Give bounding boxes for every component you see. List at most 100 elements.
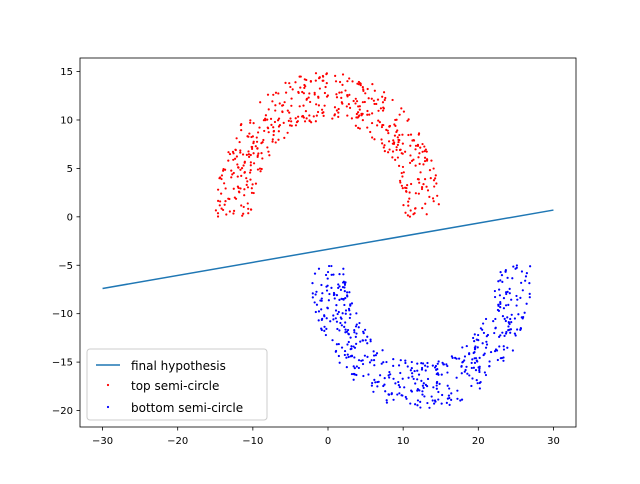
top-semi-circle-point bbox=[234, 148, 237, 152]
top-semi-circle-point bbox=[398, 179, 402, 182]
top-semi-circle-point bbox=[252, 122, 255, 125]
top-semi-circle-point bbox=[247, 207, 250, 210]
top-semi-circle-point bbox=[305, 98, 308, 101]
bottom-semi-circle-point bbox=[354, 325, 358, 328]
top-semi-circle-point bbox=[363, 100, 366, 104]
bottom-semi-circle-point bbox=[348, 316, 351, 320]
bottom-semi-circle-point bbox=[328, 292, 331, 296]
bottom-semi-circle-point bbox=[450, 392, 453, 395]
top-semi-circle-point bbox=[235, 155, 238, 158]
bottom-semi-circle-point bbox=[502, 297, 506, 300]
top-semi-circle-point bbox=[406, 184, 409, 187]
bottom-semi-circle-point bbox=[343, 282, 347, 285]
bottom-semi-circle-point bbox=[424, 369, 427, 372]
top-semi-circle-point bbox=[236, 175, 239, 178]
bottom-semi-circle-point bbox=[409, 369, 412, 372]
bottom-semi-circle-point bbox=[350, 302, 354, 305]
top-semi-circle-point bbox=[419, 171, 422, 174]
top-semi-circle-point bbox=[406, 214, 410, 217]
top-semi-circle-point bbox=[368, 113, 371, 116]
top-semi-circle-point bbox=[430, 159, 433, 162]
top-semi-circle-point bbox=[381, 109, 385, 112]
bottom-semi-circle-point bbox=[493, 350, 497, 353]
bottom-semi-circle-point bbox=[338, 285, 341, 288]
top-semi-circle-point bbox=[235, 137, 238, 140]
top-semi-circle-point bbox=[222, 208, 225, 212]
bottom-semi-circle-point bbox=[482, 331, 486, 335]
bottom-semi-circle-point bbox=[438, 382, 441, 385]
bottom-semi-circle-point bbox=[506, 316, 509, 319]
top-semi-circle-point bbox=[214, 209, 218, 212]
top-semi-circle-point bbox=[354, 124, 357, 127]
top-semi-circle-point bbox=[395, 146, 398, 149]
bottom-semi-circle-point bbox=[524, 279, 527, 282]
bottom-semi-circle-point bbox=[331, 339, 334, 342]
bottom-semi-circle-point bbox=[405, 397, 408, 400]
top-semi-circle-point bbox=[250, 187, 253, 190]
bottom-semi-circle-point bbox=[474, 357, 478, 360]
top-semi-circle-point bbox=[289, 117, 292, 120]
bottom-semi-circle-point bbox=[335, 320, 339, 323]
top-semi-circle-point bbox=[303, 86, 306, 90]
bottom-semi-circle-point bbox=[433, 399, 437, 402]
bottom-semi-circle-point bbox=[350, 372, 354, 376]
top-semi-circle-point bbox=[242, 164, 245, 167]
bottom-semi-circle-point bbox=[482, 353, 485, 357]
bottom-semi-circle-point bbox=[478, 387, 481, 390]
bottom-semi-circle-point bbox=[342, 273, 345, 276]
top-semi-circle-point bbox=[423, 159, 427, 163]
top-semi-circle-point bbox=[241, 214, 244, 217]
top-semi-circle-point bbox=[356, 111, 360, 114]
bottom-semi-circle-point bbox=[406, 365, 409, 368]
bottom-semi-circle-point bbox=[448, 396, 451, 400]
top-semi-circle-point bbox=[400, 184, 403, 187]
bottom-semi-circle-point bbox=[333, 297, 336, 300]
bottom-semi-circle-point bbox=[410, 367, 413, 370]
top-semi-circle-point bbox=[263, 129, 266, 133]
top-semi-circle-point bbox=[239, 168, 242, 171]
bottom-semi-circle-point bbox=[447, 394, 451, 397]
bottom-semi-circle-point bbox=[373, 378, 376, 381]
bottom-semi-circle-point bbox=[524, 275, 528, 278]
top-semi-circle-point bbox=[249, 178, 252, 181]
bottom-semi-circle-point bbox=[458, 357, 461, 360]
bottom-semi-circle-point bbox=[420, 368, 424, 371]
bottom-semi-circle-point bbox=[466, 372, 469, 375]
bottom-semi-circle-point bbox=[338, 329, 341, 332]
bottom-semi-circle-point bbox=[361, 339, 365, 342]
top-semi-circle-point bbox=[247, 153, 251, 156]
top-semi-circle-point bbox=[231, 173, 234, 176]
top-semi-circle-point bbox=[250, 191, 254, 194]
bottom-semi-circle-point bbox=[320, 328, 323, 332]
bottom-semi-circle-point bbox=[320, 318, 323, 321]
bottom-semi-circle-point bbox=[511, 277, 514, 280]
bottom-semi-circle-point bbox=[468, 352, 471, 356]
bottom-semi-circle-point bbox=[404, 359, 407, 362]
top-semi-circle-point bbox=[338, 91, 341, 94]
bottom-semi-circle-point bbox=[342, 267, 345, 270]
top-semi-circle-point bbox=[325, 82, 328, 85]
top-semi-circle-point bbox=[361, 101, 364, 104]
bottom-semi-circle-point bbox=[398, 385, 401, 389]
top-semi-circle-point bbox=[388, 148, 391, 151]
top-semi-circle-point bbox=[418, 181, 421, 184]
top-semi-circle-point bbox=[398, 148, 402, 152]
top-semi-circle-point bbox=[223, 203, 226, 206]
top-semi-circle-point bbox=[286, 131, 289, 134]
bottom-semi-circle-point bbox=[343, 286, 346, 289]
bottom-semi-circle-point bbox=[389, 373, 392, 376]
bottom-semi-circle-point bbox=[435, 384, 438, 387]
top-semi-circle-point bbox=[366, 126, 369, 129]
top-semi-circle-point bbox=[289, 85, 292, 89]
top-semi-circle-point bbox=[261, 157, 264, 160]
top-semi-circle-point bbox=[391, 150, 395, 153]
top-semi-circle-point bbox=[359, 84, 362, 87]
top-semi-circle-point bbox=[405, 190, 408, 193]
top-semi-circle-point bbox=[234, 157, 237, 160]
bottom-semi-circle-point bbox=[364, 328, 367, 331]
bottom-semi-circle-point bbox=[461, 346, 464, 349]
bottom-semi-circle-point bbox=[401, 394, 404, 397]
top-semi-circle-point bbox=[387, 131, 390, 135]
top-semi-circle-point bbox=[271, 100, 274, 103]
